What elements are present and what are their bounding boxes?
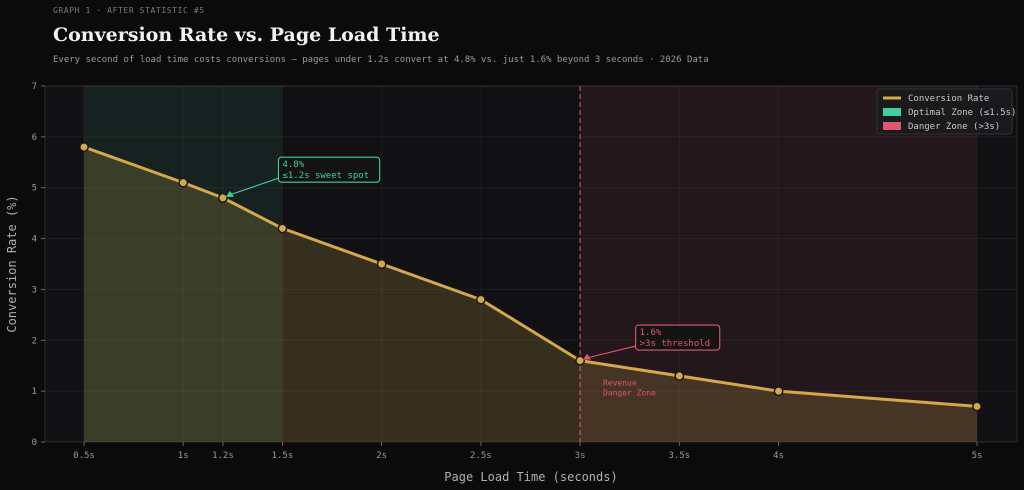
- annotation-threshold-text: >3s threshold: [640, 339, 710, 349]
- chart-subtitle: Every second of load time costs conversi…: [53, 55, 709, 65]
- x-tick-label: 2s: [376, 451, 387, 461]
- x-tick-label: 1.2s: [212, 451, 234, 461]
- annotation-arrow: [226, 177, 279, 197]
- y-axis-title: Conversion Rate (%): [5, 195, 19, 332]
- legend-label: Conversion Rate: [908, 94, 989, 104]
- annotation-threshold-text: 1.6%: [640, 328, 662, 338]
- data-point: [674, 370, 685, 381]
- y-tick-label: 4: [32, 235, 37, 245]
- optimal-zone: [84, 86, 283, 442]
- x-tick-label: 3s: [575, 451, 586, 461]
- series-line: [83, 145, 978, 408]
- data-point: [79, 142, 89, 152]
- graph-eyebrow: GRAPH 1 · AFTER STATISTIC #5: [53, 6, 205, 15]
- annotation-arrowhead: [583, 353, 592, 360]
- legend-label: Optimal Zone (≤1.5s): [908, 108, 1016, 118]
- y-tick-label: 7: [32, 82, 37, 92]
- data-point: [178, 177, 189, 188]
- data-point: [376, 259, 387, 269]
- annotation-sweet-spot-text: 4.8%: [282, 160, 304, 170]
- legend-swatch-patch: [883, 108, 901, 116]
- y-tick-label: 2: [32, 336, 37, 346]
- data-point: [217, 192, 228, 203]
- annotation-box: [635, 324, 721, 351]
- area-fill: [84, 147, 977, 442]
- x-tick-label: 2.5s: [470, 451, 492, 461]
- y-tick-label: 1: [32, 387, 37, 397]
- danger-zone-note: Danger Zone: [603, 389, 656, 398]
- data-point: [972, 401, 982, 412]
- data-point: [575, 355, 586, 366]
- annotation-arrow: [583, 345, 636, 360]
- y-tick-label: 0: [32, 438, 37, 448]
- x-tick-label: 3.5s: [668, 451, 690, 461]
- annotation-sweet-spot-text: ≤1.2s sweet spot: [282, 171, 369, 181]
- x-axis-title: Page Load Time (seconds): [444, 470, 617, 484]
- chart-title: Conversion Rate vs. Page Load Time: [53, 24, 440, 46]
- plot-area: [44, 85, 1018, 443]
- legend-box: [876, 88, 1013, 135]
- legend-swatch-patch: [883, 122, 901, 130]
- annotation-arrowhead: [225, 190, 234, 197]
- x-tick-label: 1.5s: [272, 451, 294, 461]
- data-point: [773, 386, 784, 397]
- x-tick-label: 5s: [972, 451, 983, 461]
- data-point: [277, 223, 288, 234]
- x-tick-label: 1s: [178, 451, 189, 461]
- danger-zone: [580, 86, 977, 442]
- danger-zone-note: Revenue: [603, 379, 637, 388]
- y-tick-label: 3: [32, 285, 37, 295]
- y-tick-label: 5: [32, 184, 37, 194]
- x-tick-label: 0.5s: [73, 451, 95, 461]
- annotation-box: [277, 156, 381, 183]
- y-tick-label: 6: [32, 133, 37, 143]
- data-point: [475, 294, 486, 305]
- x-tick-label: 4s: [773, 451, 784, 461]
- legend-label: Danger Zone (>3s): [908, 122, 1000, 132]
